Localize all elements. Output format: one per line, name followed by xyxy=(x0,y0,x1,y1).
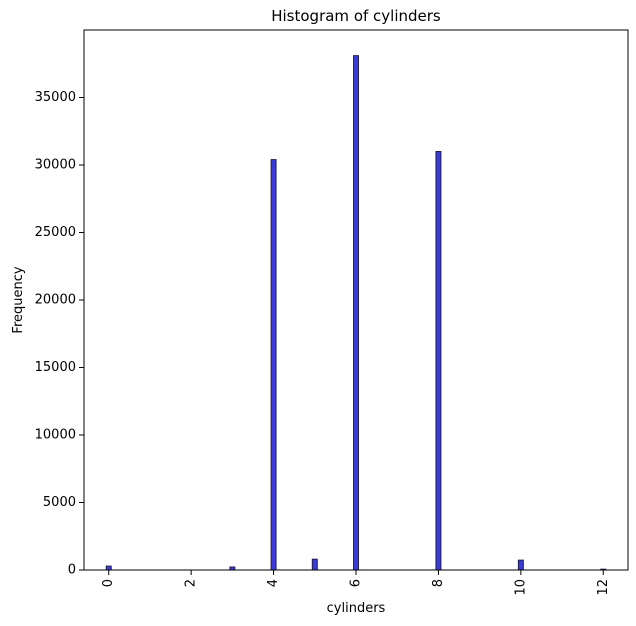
x-tick-label-1: 2 xyxy=(184,579,199,587)
x-tick-label-5: 10 xyxy=(513,579,528,596)
y-tick-label-0: 0 xyxy=(68,563,76,578)
y-tick-label-2: 10000 xyxy=(35,428,76,443)
histogram-bar-4 xyxy=(353,55,359,571)
x-axis: 0 2 4 6 8 10 12 xyxy=(101,570,611,596)
x-tick-label-4: 8 xyxy=(431,579,446,587)
x-tick-label-3: 6 xyxy=(349,579,364,587)
bars-group xyxy=(105,55,607,571)
x-tick-label-2: 4 xyxy=(266,579,281,587)
y-axis: 0 5000 10000 15000 20000 25000 30000 35000 xyxy=(35,90,84,578)
y-tick-label-1: 5000 xyxy=(43,495,76,510)
histogram-bar-2 xyxy=(270,159,277,571)
y-axis-label: Frequency xyxy=(11,266,26,333)
histogram-bar-0 xyxy=(105,565,112,571)
x-tick-label-6: 12 xyxy=(596,579,611,596)
x-axis-label: cylinders xyxy=(327,601,386,616)
y-tick-label-5: 25000 xyxy=(35,225,76,240)
y-tick-label-6: 30000 xyxy=(35,158,76,173)
y-tick-label-7: 35000 xyxy=(35,90,76,105)
y-tick-label-4: 20000 xyxy=(35,293,76,308)
y-tick-label-3: 15000 xyxy=(35,360,76,375)
histogram-bar-6 xyxy=(517,559,524,571)
histogram-bar-3 xyxy=(311,558,318,571)
chart-title: Histogram of cylinders xyxy=(271,7,441,25)
x-tick-label-0: 0 xyxy=(101,579,116,587)
histogram-bar-5 xyxy=(435,151,442,571)
